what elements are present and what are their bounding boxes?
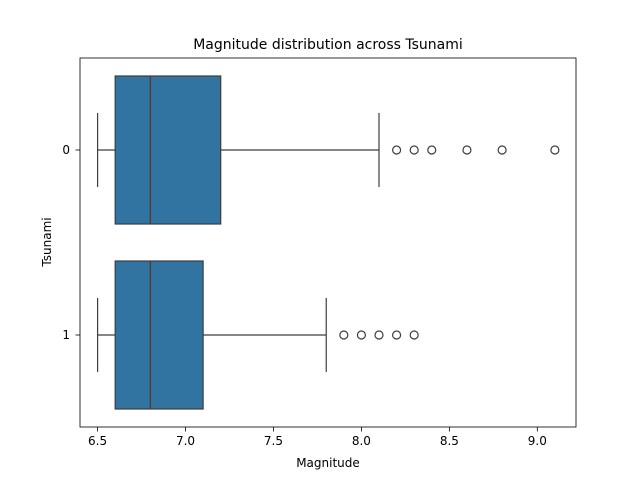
x-tick-label: 6.5	[88, 434, 107, 448]
x-tick-label: 7.5	[264, 434, 283, 448]
y-tick-label: 0	[62, 143, 70, 157]
x-tick-label: 8.0	[352, 434, 371, 448]
outlier-point	[356, 330, 367, 340]
box-group-1	[96, 260, 419, 410]
outlier-point	[339, 330, 349, 340]
iqr-box	[114, 75, 222, 225]
x-axis: 6.5 7.0 7.5 8.0 8.5 9.0	[88, 427, 547, 448]
y-tick-label: 1	[62, 328, 70, 342]
outlier-point	[550, 145, 560, 155]
x-tick-label: 9.0	[528, 434, 547, 448]
iqr-box	[114, 260, 204, 410]
x-tick-label: 7.0	[176, 434, 195, 448]
y-axis: 01	[62, 143, 80, 342]
y-axis-label: Tsunami	[40, 217, 54, 267]
outlier-point	[409, 330, 419, 340]
outlier-point	[391, 330, 402, 340]
outlier-point	[462, 145, 472, 155]
outlier-point	[409, 145, 419, 155]
x-axis-label: Magnitude	[296, 456, 360, 470]
x-tick-label: 8.5	[440, 434, 459, 448]
outlier-point	[427, 145, 437, 155]
box-group-0	[96, 75, 560, 225]
chart-title: Magnitude distribution across Tsunami	[193, 37, 463, 53]
outlier-point	[391, 145, 402, 155]
outlier-point	[497, 145, 507, 155]
outlier-point	[374, 330, 384, 340]
